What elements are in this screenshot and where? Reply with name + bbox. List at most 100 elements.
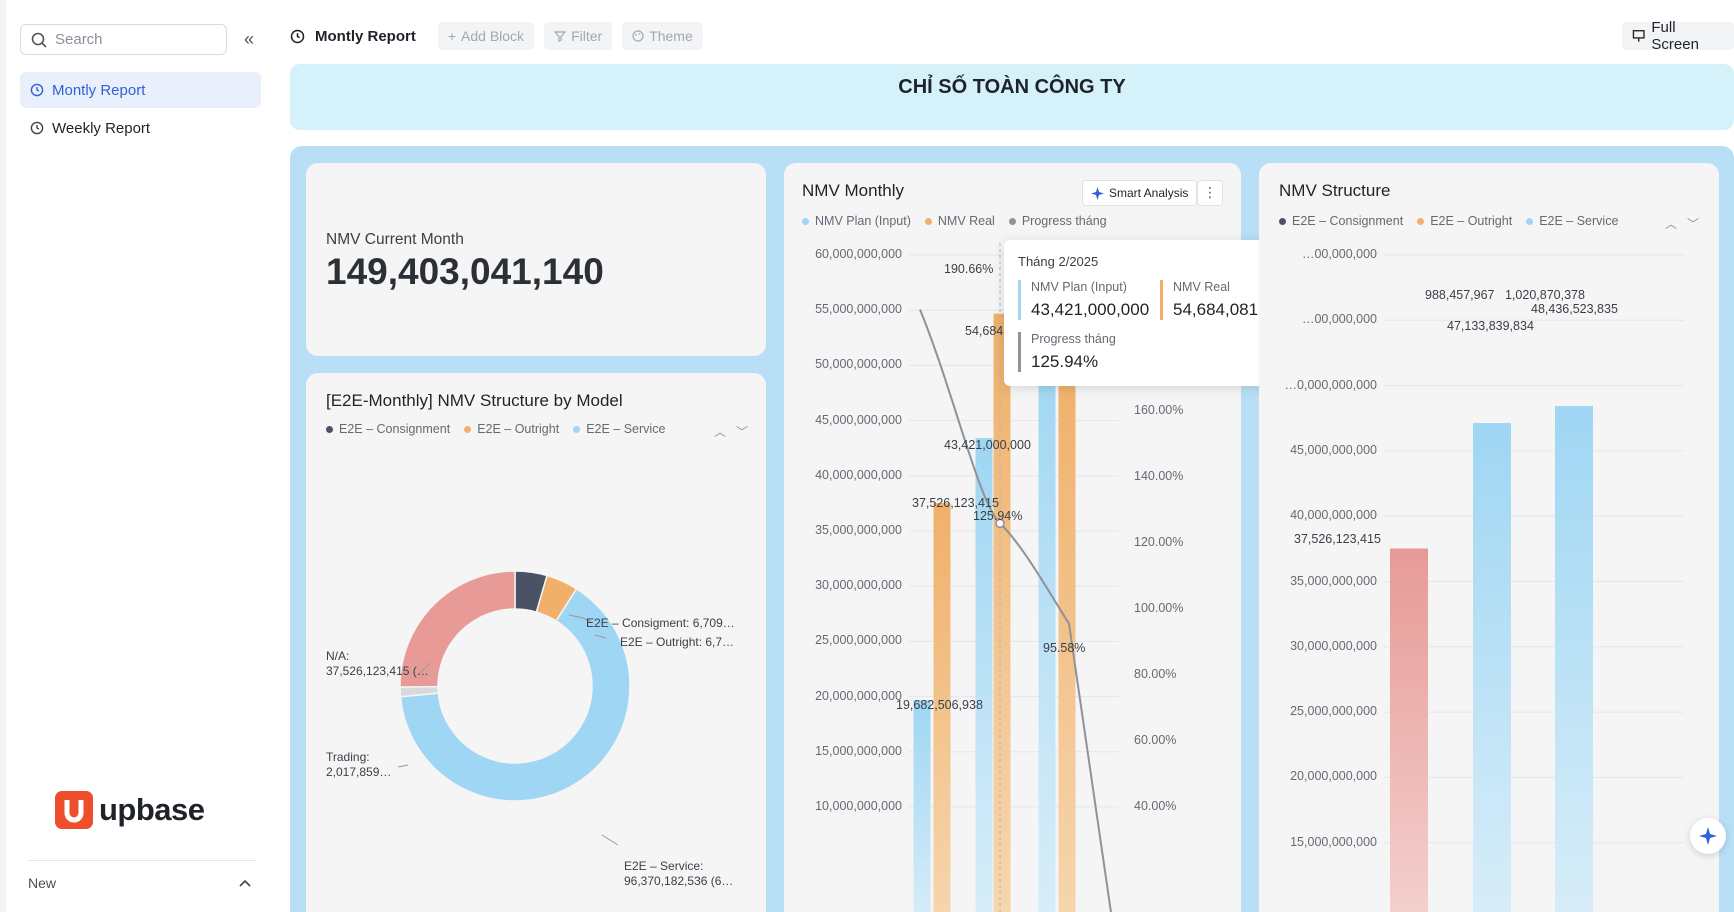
data-label-progress-2: 125.94% bbox=[973, 509, 1023, 523]
nmv-structure-bars bbox=[1390, 406, 1593, 912]
progress-point[interactable] bbox=[995, 518, 1005, 529]
page-title-text: Montly Report bbox=[315, 27, 416, 45]
y2-tick-label: 40.00% bbox=[1134, 799, 1177, 814]
chevron-down-icon[interactable]: ﹀ bbox=[736, 425, 749, 439]
donut-label-na-value: 37,526,123,415 (… bbox=[326, 664, 429, 678]
chevron-up-icon[interactable]: ︿ bbox=[1665, 217, 1678, 231]
smart-analysis-button[interactable]: Smart Analysis bbox=[1082, 180, 1198, 206]
legend-service[interactable]: E2E – Service bbox=[1526, 214, 1618, 228]
toolbar: Montly Report + Add Block Filter Theme bbox=[290, 22, 703, 50]
legend-consignment[interactable]: E2E – Consignment bbox=[326, 422, 450, 436]
report-clock-icon bbox=[30, 83, 44, 97]
legend-consignment[interactable]: E2E – Consignment bbox=[1279, 214, 1403, 228]
y-tick-label: 15,000,000,000 bbox=[1290, 834, 1377, 849]
upbase-logo: upbase bbox=[55, 791, 205, 829]
sidebar-item-label: Weekly Report bbox=[52, 119, 151, 137]
nmv-structure-card[interactable]: NMV Structure E2E – Consignment E2E – Ou… bbox=[1259, 163, 1719, 912]
sparkle-icon bbox=[1091, 186, 1104, 200]
donut-slice-n-a[interactable] bbox=[399, 570, 516, 688]
donut-label-consignment: E2E – Consigment: 6,709… bbox=[586, 616, 735, 630]
ai-assistant-button[interactable] bbox=[1690, 818, 1726, 854]
y-tick-label: 25,000,000,000 bbox=[815, 633, 902, 648]
y-tick-label: 55,000,000,000 bbox=[815, 302, 902, 317]
data-label-real-1: 37,526,123,415 bbox=[912, 496, 999, 510]
bar-real-3[interactable] bbox=[1058, 365, 1076, 912]
legend-dot bbox=[1526, 217, 1534, 225]
y2-tick-label: 80.00% bbox=[1134, 667, 1177, 682]
legend-plan[interactable]: NMV Plan (Input) bbox=[802, 214, 911, 228]
chevron-down-icon[interactable]: ﹀ bbox=[1687, 217, 1700, 231]
legend-dot bbox=[326, 425, 333, 433]
data-label-service-1: 47,133,839,834 bbox=[1447, 319, 1534, 333]
donut-card[interactable]: [E2E-Monthly] NMV Structure by Model E2E… bbox=[306, 373, 766, 912]
filter-icon bbox=[554, 31, 567, 42]
company-banner: CHỈ SỐ TOÀN CÔNG TY bbox=[290, 64, 1734, 130]
donut-label-service-title: E2E – Service: bbox=[624, 859, 704, 873]
legend-real[interactable]: NMV Real bbox=[924, 214, 995, 228]
donut-slice-e2e-service[interactable] bbox=[399, 587, 631, 802]
y-tick-label: 60,000,000,000 bbox=[815, 247, 902, 261]
more-options-icon[interactable]: ⋮ bbox=[1197, 180, 1223, 206]
filter-button[interactable]: Filter bbox=[544, 22, 613, 50]
add-block-button[interactable]: + Add Block bbox=[437, 22, 535, 50]
donut-chart bbox=[397, 570, 631, 846]
plus-icon: + bbox=[447, 28, 457, 44]
bar-plan-1[interactable] bbox=[913, 700, 931, 912]
tooltip-progress-value: 125.94% bbox=[1031, 352, 1099, 371]
legend-outright[interactable]: E2E – Outright bbox=[1417, 214, 1512, 228]
legend-dot bbox=[1417, 217, 1425, 225]
bar-plan-2[interactable] bbox=[975, 438, 993, 912]
nmv-monthly-title: NMV Monthly bbox=[802, 181, 905, 200]
theme-button[interactable]: Theme bbox=[622, 22, 703, 50]
y-tick-label: 45,000,000,000 bbox=[1290, 442, 1377, 457]
search-box[interactable] bbox=[20, 24, 227, 55]
legend-dot bbox=[802, 217, 809, 225]
chevron-up-icon[interactable]: ︿ bbox=[714, 425, 727, 439]
tooltip-header: Tháng 2/2025 bbox=[1018, 254, 1099, 269]
sidebar-item-weekly-report[interactable]: Weekly Report bbox=[20, 110, 261, 146]
sidebar: « Montly Report Weekly Report upbase bbox=[0, 0, 264, 912]
nmv-monthly-bars bbox=[913, 313, 1076, 912]
new-label: New bbox=[28, 875, 57, 891]
data-label-plan-2: 43,421,000,000 bbox=[944, 438, 1031, 452]
sidebar-item-label: Montly Report bbox=[52, 81, 146, 99]
y2-tick-label: 160.00% bbox=[1134, 402, 1184, 417]
collapse-sidebar-icon[interactable]: « bbox=[243, 29, 254, 49]
legend-label: NMV Plan (Input) bbox=[815, 214, 911, 228]
full-screen-button[interactable]: Full Screen bbox=[1622, 19, 1734, 53]
bar-n-a-1[interactable] bbox=[1390, 548, 1428, 912]
y2-tick-label: 140.00% bbox=[1134, 468, 1184, 483]
y-tick-label: 10,000,000,000 bbox=[815, 799, 902, 813]
tooltip-plan-label: NMV Plan (Input) bbox=[1031, 280, 1127, 294]
add-block-label: Add Block bbox=[461, 28, 525, 44]
legend-outright[interactable]: E2E – Outright bbox=[464, 422, 559, 436]
report-clock-icon bbox=[290, 29, 305, 43]
legend-label: E2E – Service bbox=[1539, 214, 1619, 228]
donut-label-na-title: N/A: bbox=[326, 649, 350, 663]
tooltip-real-label: NMV Real bbox=[1173, 280, 1230, 294]
search-input[interactable] bbox=[55, 31, 205, 48]
new-section-toggle[interactable]: New bbox=[28, 872, 252, 894]
page-title: Montly Report bbox=[290, 28, 416, 45]
y-tick-label: 25,000,000,000 bbox=[1290, 704, 1377, 719]
full-screen-label: Full Screen bbox=[1651, 19, 1699, 53]
y-tick-label: 40,000,000,000 bbox=[1290, 508, 1377, 523]
nmv-structure-legend: E2E – Consignment E2E – Outright E2E – S… bbox=[1279, 214, 1618, 228]
bar-e2e-service-3[interactable] bbox=[1555, 406, 1593, 912]
nmv-structure-grid bbox=[1384, 254, 1684, 844]
donut-label-trading-value: 2,017,859… bbox=[326, 765, 392, 779]
bar-e2e-service-2[interactable] bbox=[1473, 423, 1511, 912]
legend-progress[interactable]: Progress tháng bbox=[1008, 214, 1107, 228]
sparkle-icon bbox=[1699, 827, 1717, 845]
kpi-card[interactable]: NMV Current Month 149,403,041,140 bbox=[306, 163, 766, 356]
y-tick-label: …00,000,000 bbox=[1301, 312, 1377, 327]
bar-real-1[interactable] bbox=[933, 503, 951, 912]
leader-line-consignment bbox=[568, 614, 592, 623]
sidebar-item-monthly-report[interactable]: Montly Report bbox=[20, 72, 261, 108]
search-icon bbox=[31, 32, 47, 48]
legend-service[interactable]: E2E – Service bbox=[573, 422, 665, 436]
bar-real-2[interactable] bbox=[993, 313, 1011, 912]
bar-plan-3[interactable] bbox=[1038, 343, 1056, 912]
tooltip-progress: Progress tháng 125.94% bbox=[1018, 332, 1116, 372]
